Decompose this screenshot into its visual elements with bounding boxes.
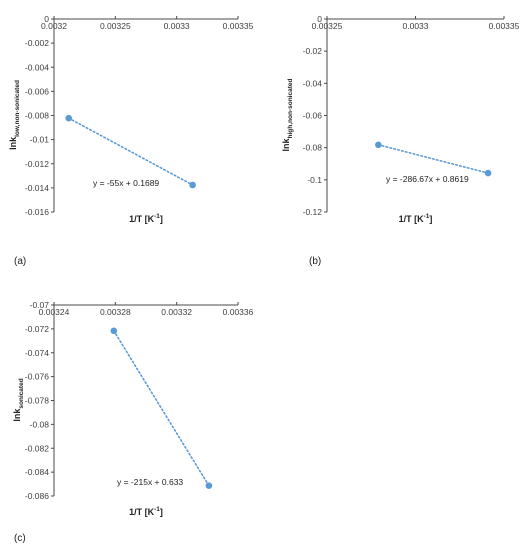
y-tick-label: -0.08 [303, 143, 323, 153]
trendline-equation: y = -286.67x + 0.8619 [386, 174, 469, 184]
y-tick-label: -0.074 [25, 348, 49, 358]
x-tick-label: 0.00324 [39, 307, 70, 317]
trendline-equation: y = -55x + 0.1689 [93, 178, 159, 188]
y-tick-label: -0.078 [25, 396, 49, 406]
data-point [189, 181, 196, 189]
y-tick-label: -0.04 [303, 78, 323, 88]
panel-label: (a) [14, 256, 26, 267]
data-point [65, 114, 73, 122]
y-tick-label: -0.082 [25, 443, 49, 453]
y-tick-label: -0.016 [25, 207, 49, 217]
data-point [484, 169, 492, 177]
data-point [110, 327, 118, 335]
y-tick-label: -0.08 [30, 419, 50, 429]
y-tick-label: -0.02 [303, 46, 323, 56]
x-tick-label: 0.00325 [312, 21, 343, 31]
y-tick-label: -0.01 [30, 135, 50, 145]
x-tick-label: 0.00336 [223, 307, 254, 317]
x-tick-label: 0.00335 [223, 21, 254, 31]
y-tick-label: -0.002 [25, 38, 49, 48]
y-tick-label: -0.086 [25, 491, 49, 501]
data-point [205, 482, 213, 489]
x-tick-label: 0.0032 [41, 21, 67, 31]
chart-panel-2: 0 -0.02 -0.04 -0.06 -0.08 -0.1 -0.12 0.00325 0.0… [281, 14, 520, 267]
trendline [113, 329, 210, 487]
panel-label: (c) [14, 533, 26, 544]
x-tick-label: 0.00332 [161, 307, 192, 317]
x-tick-label: 0.0033 [403, 21, 429, 31]
x-axis-title: 1/T [K-1] [399, 213, 433, 224]
x-tick-label: 0.00325 [100, 21, 131, 31]
y-tick-label: -0.072 [25, 324, 49, 334]
y-tick-label: -0.004 [25, 62, 49, 72]
y-tick-label: -0.07 [30, 300, 50, 310]
y-tick-label: -0.008 [25, 111, 49, 121]
x-tick-label: 0.0033 [164, 21, 190, 31]
x-tick-label: 0.00335 [489, 21, 520, 31]
x-axis-title: 1/T [K-1] [129, 213, 163, 224]
y-tick-label: -0.1 [307, 175, 322, 185]
chart-panel-1: 0 -0.002 -0.004 -0.006 -0.008 -0.01 -0.012 -0.0… [8, 14, 254, 267]
y-axis-title: lnksonicated [12, 378, 25, 421]
x-axis-title: 1/T [K-1] [129, 506, 163, 517]
y-tick-label: -0.084 [25, 467, 49, 477]
trendline-equation: y = -215x + 0.633 [117, 477, 183, 487]
data-point [375, 141, 382, 149]
y-axis-title: lnklow,non-sonicated [8, 80, 21, 150]
chart-panel-3: -0.07 -0.072 -0.074 -0.076 -0.078 -0.08 -0.082… [12, 300, 254, 544]
y-tick-label: -0.006 [25, 86, 49, 96]
trendline [67, 117, 194, 186]
y-tick-label: -0.076 [25, 372, 49, 382]
trendline [377, 143, 489, 174]
y-tick-label: -0.06 [303, 111, 323, 121]
panel-label: (b) [309, 256, 321, 267]
y-tick-label: -0.12 [303, 207, 323, 217]
y-tick-label: 0 [317, 14, 322, 24]
y-tick-label: -0.014 [25, 183, 49, 193]
x-tick-label: 0.00328 [100, 307, 131, 317]
y-axis-title: lnkhigh,non-sonicated [281, 78, 294, 151]
y-tick-label: -0.012 [25, 159, 49, 169]
y-tick-label: 0 [44, 14, 49, 24]
